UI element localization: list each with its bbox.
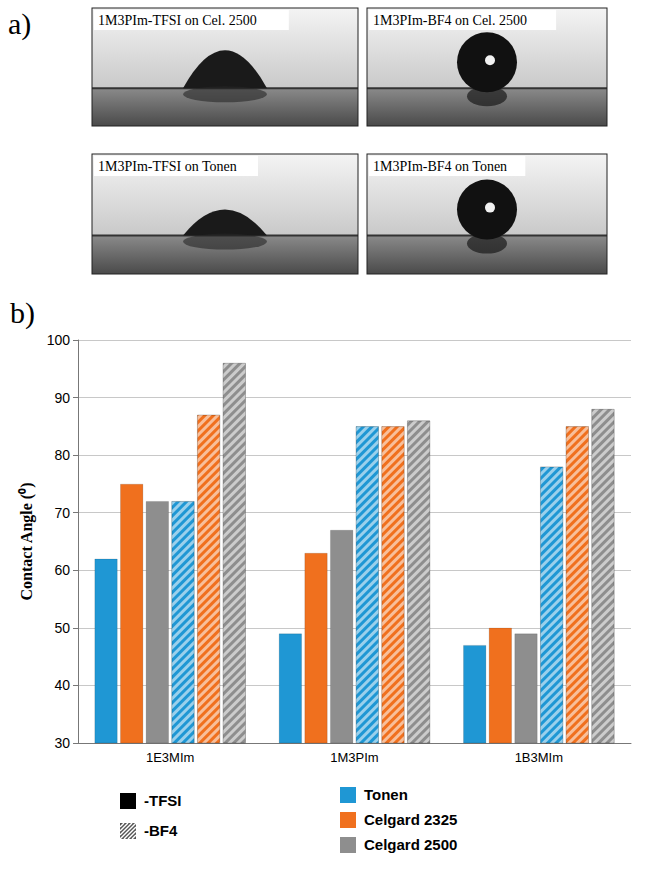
svg-text:40: 40 bbox=[54, 677, 70, 693]
svg-text:90: 90 bbox=[54, 390, 70, 406]
svg-text:Celgard 2325: Celgard 2325 bbox=[364, 811, 457, 828]
svg-text:30: 30 bbox=[54, 735, 70, 751]
svg-text:Tonen: Tonen bbox=[364, 786, 408, 803]
svg-text:1M3PIm-BF4 on Tonen: 1M3PIm-BF4 on Tonen bbox=[373, 159, 507, 174]
svg-text:a): a) bbox=[8, 7, 31, 41]
svg-text:1M3PIm-TFSI on Tonen: 1M3PIm-TFSI on Tonen bbox=[98, 159, 237, 174]
svg-text:80: 80 bbox=[54, 447, 70, 463]
svg-text:60: 60 bbox=[54, 562, 70, 578]
svg-text:1E3MIm: 1E3MIm bbox=[146, 750, 194, 765]
svg-text:100: 100 bbox=[47, 332, 71, 348]
svg-text:Celgard 2500: Celgard 2500 bbox=[364, 836, 457, 853]
svg-text:1M3PIm-BF4 on Cel. 2500: 1M3PIm-BF4 on Cel. 2500 bbox=[373, 13, 527, 28]
svg-text:1M3PIm-TFSI on Cel. 2500: 1M3PIm-TFSI on Cel. 2500 bbox=[98, 13, 257, 28]
svg-text:1M3PIm: 1M3PIm bbox=[330, 750, 378, 765]
svg-text:50: 50 bbox=[54, 620, 70, 636]
svg-text:1B3MIm: 1B3MIm bbox=[515, 750, 563, 765]
svg-text:-BF4: -BF4 bbox=[144, 822, 178, 839]
html-text:b): b) bbox=[10, 296, 35, 329]
svg-text:Contact Angle (⁰): Contact Angle (⁰) bbox=[18, 483, 36, 601]
svg-text:70: 70 bbox=[54, 505, 70, 521]
svg-text:-TFSI: -TFSI bbox=[144, 792, 182, 809]
